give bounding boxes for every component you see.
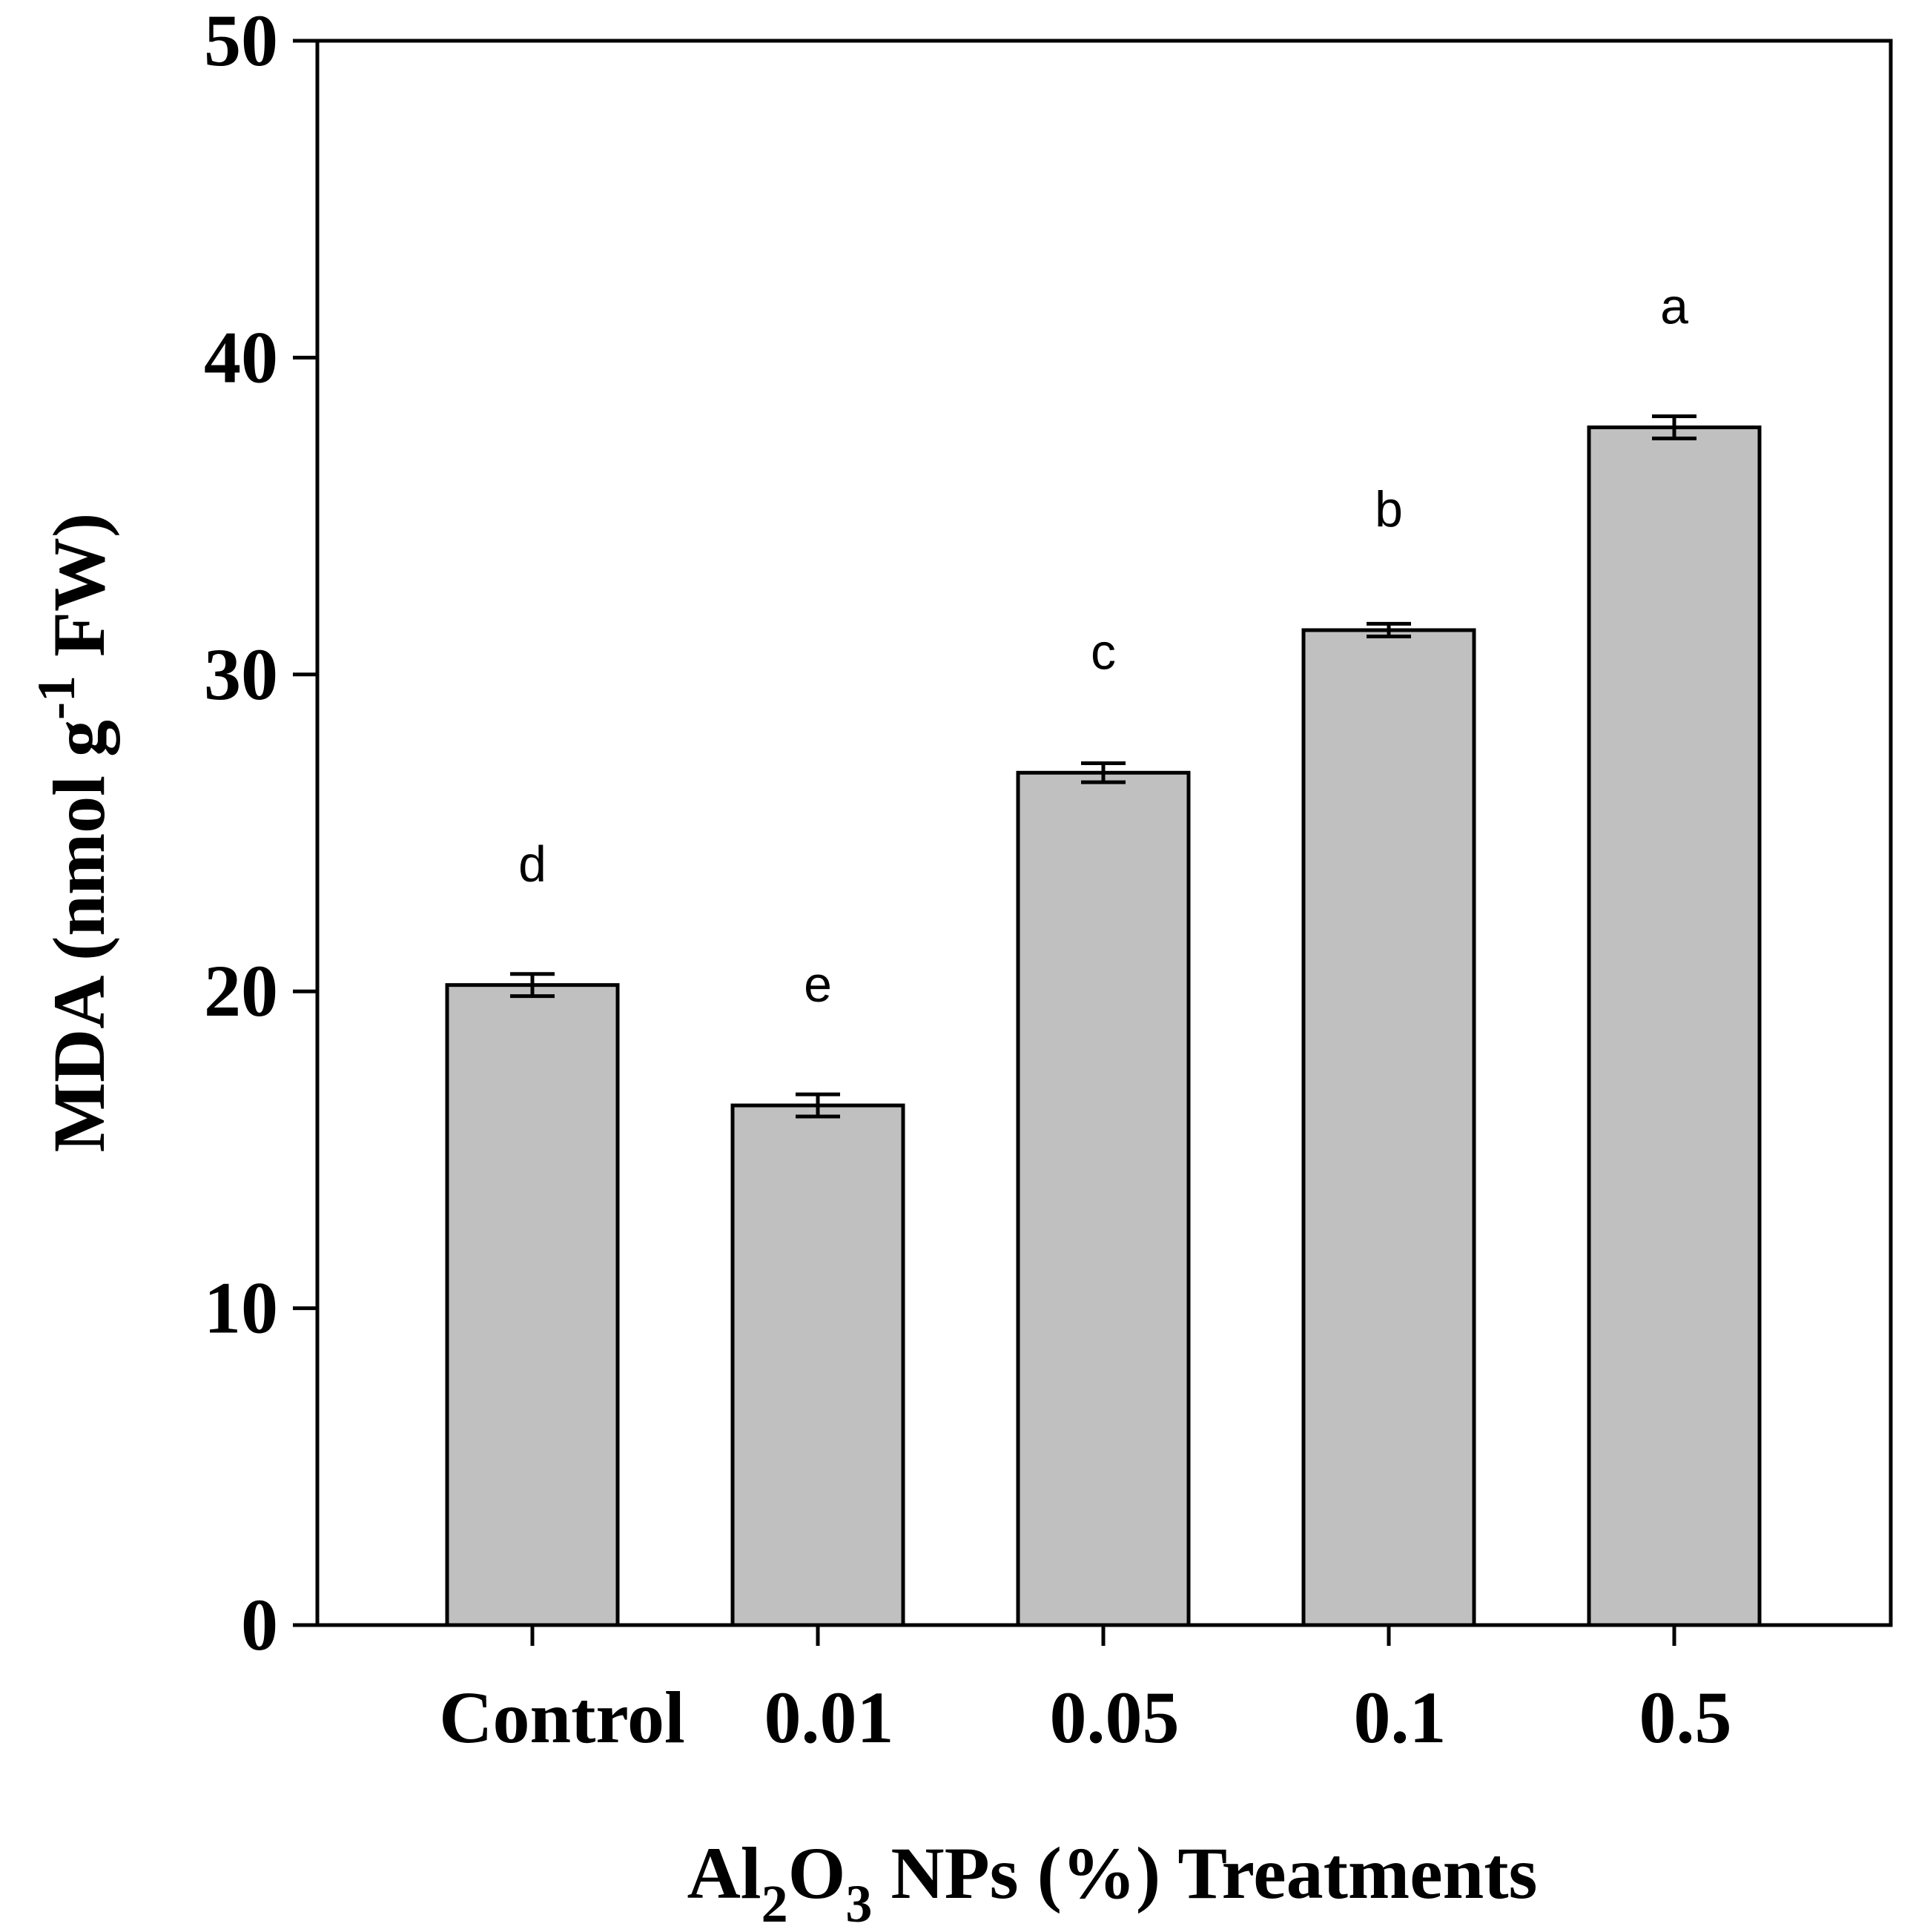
- y-tick-label: 50: [204, 0, 278, 82]
- x-label-post: NPs (%) Treatments: [872, 1832, 1537, 1914]
- bar: [1587, 425, 1762, 1627]
- x-axis-label: Al2O3 NPs (%) Treatments: [687, 1832, 1538, 1932]
- significance-letter: e: [804, 956, 832, 1013]
- y-axis-label: MDA (nmol g-1 FW): [27, 513, 120, 1153]
- x-tick-label: 0.5: [1639, 1676, 1732, 1759]
- y-label-main: MDA (nmol g: [38, 720, 120, 1152]
- y-tick-label: 0: [241, 1584, 278, 1666]
- bar: [1301, 628, 1476, 1627]
- bar: [445, 983, 620, 1627]
- y-axis: 0 10 20 30 40 50: [204, 0, 317, 1666]
- x-label-sub1: 2: [761, 1874, 788, 1932]
- x-label-mid: O: [788, 1832, 846, 1914]
- bar: [1016, 770, 1191, 1627]
- significance-letter: a: [1660, 278, 1688, 334]
- significance-letter: d: [518, 836, 546, 893]
- y-tick-label: 40: [204, 316, 278, 398]
- bars-group: d e c b a: [445, 278, 1762, 1627]
- y-label-suffix: FW): [38, 513, 120, 675]
- y-tick-label: 10: [204, 1267, 278, 1349]
- significance-letter: c: [1091, 623, 1116, 680]
- x-label-sub2: 3: [845, 1874, 872, 1932]
- x-axis: Control 0.01 0.05 0.1 0.5: [439, 1625, 1732, 1759]
- x-label-pre: Al: [687, 1832, 761, 1914]
- y-tick-label: 20: [204, 950, 278, 1032]
- x-tick-label: Control: [439, 1676, 685, 1759]
- significance-letter: b: [1375, 481, 1403, 537]
- y-label-superscript: -1: [27, 675, 86, 720]
- x-tick-label: 0.05: [1050, 1676, 1180, 1759]
- y-tick-label: 30: [204, 633, 278, 715]
- x-tick-label: 0.1: [1354, 1676, 1447, 1759]
- bar: [730, 1103, 905, 1627]
- x-tick-label: 0.01: [764, 1676, 894, 1759]
